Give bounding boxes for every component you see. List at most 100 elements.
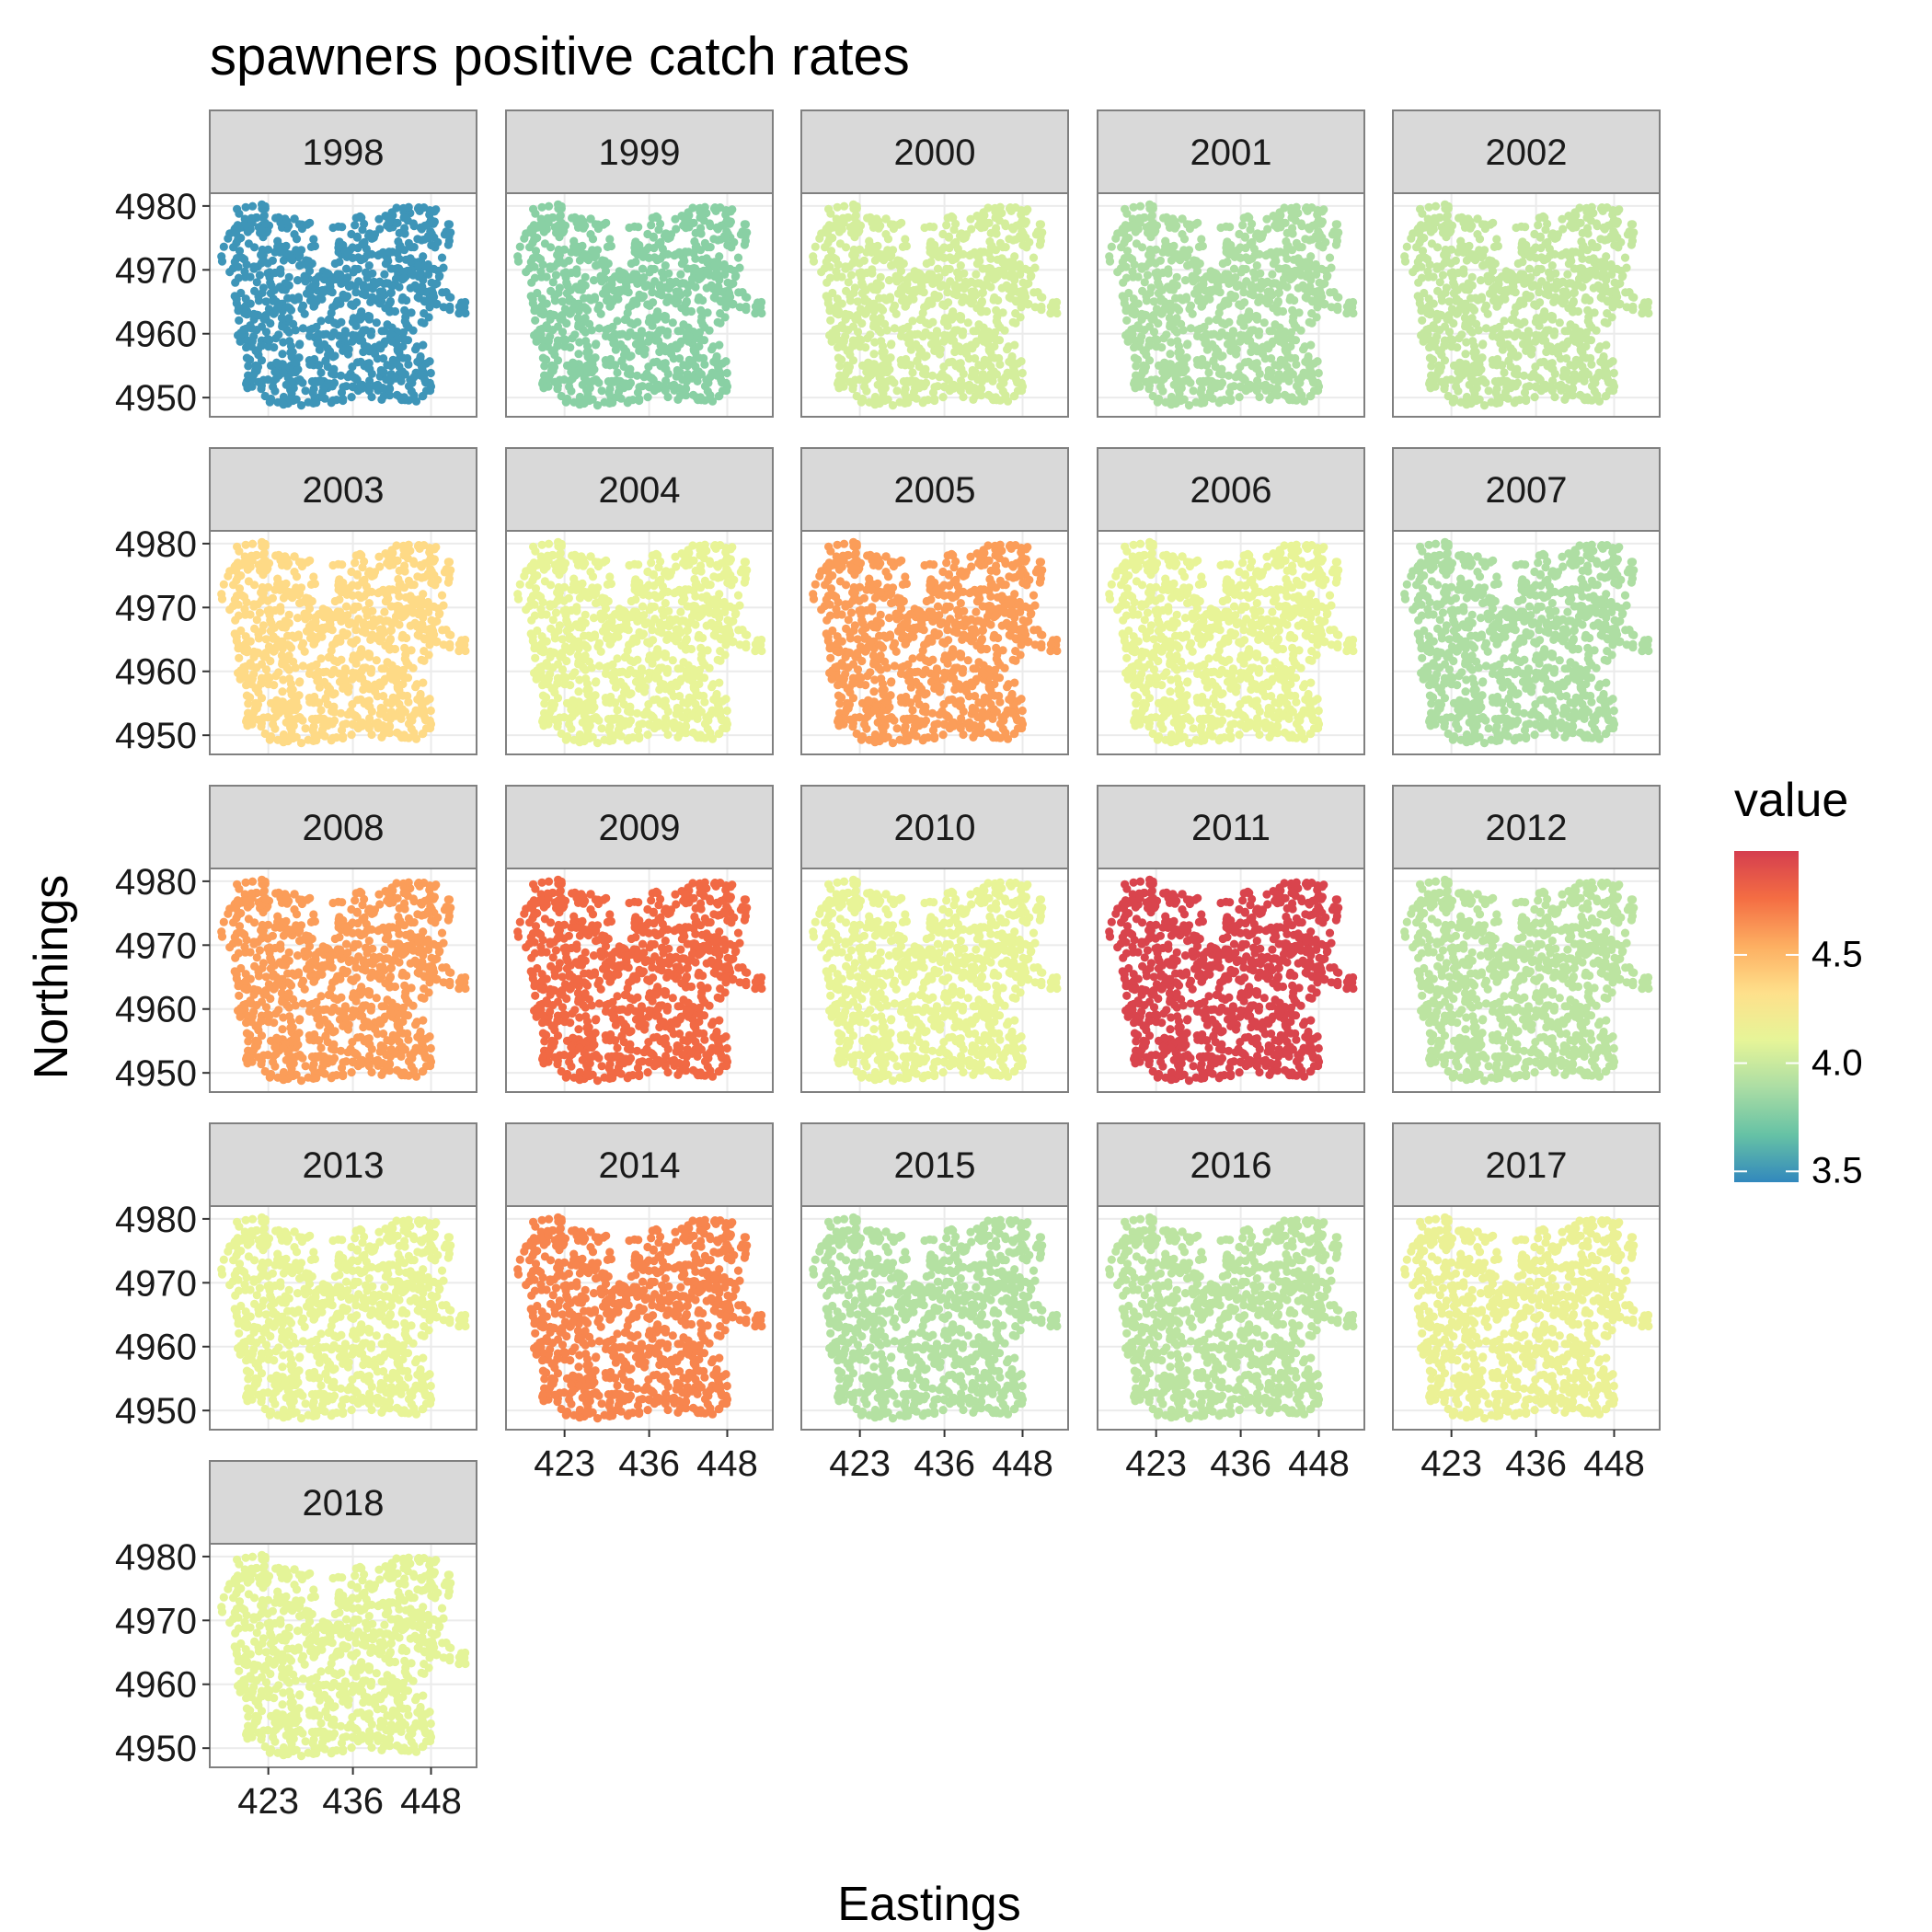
data-point xyxy=(702,375,711,385)
data-point xyxy=(850,213,859,223)
data-point xyxy=(660,363,670,373)
data-point xyxy=(353,264,362,274)
data-point xyxy=(852,391,861,401)
data-point xyxy=(720,298,730,307)
data-point xyxy=(550,296,560,305)
data-point xyxy=(249,264,259,273)
data-point xyxy=(740,220,749,229)
data-point xyxy=(680,214,690,224)
data-point xyxy=(1443,391,1453,401)
data-point xyxy=(295,250,305,259)
data-point xyxy=(1495,398,1504,408)
data-point xyxy=(535,325,545,334)
data-point xyxy=(1449,318,1458,328)
data-point xyxy=(1254,330,1263,339)
data-point xyxy=(1414,278,1423,287)
data-point xyxy=(853,297,862,306)
data-point xyxy=(394,264,404,273)
data-point xyxy=(318,330,328,339)
data-point xyxy=(1329,288,1339,297)
data-point xyxy=(1409,268,1418,277)
data-point xyxy=(1148,201,1157,211)
data-point xyxy=(219,242,228,251)
data-point xyxy=(703,308,712,317)
data-point xyxy=(546,243,556,252)
y-tick-label: 4980 xyxy=(115,187,197,227)
data-point xyxy=(1193,360,1202,369)
data-point xyxy=(1206,330,1216,339)
data-point xyxy=(563,282,572,291)
data-point xyxy=(1590,269,1599,278)
data-point xyxy=(960,269,969,278)
data-point xyxy=(995,238,1005,247)
data-point xyxy=(1052,308,1062,318)
data-point xyxy=(878,348,887,357)
data-point xyxy=(1581,341,1591,351)
data-point xyxy=(343,249,352,259)
data-point xyxy=(1266,247,1275,257)
data-point xyxy=(1582,393,1592,402)
data-point xyxy=(1258,350,1268,359)
data-point xyxy=(571,247,581,257)
data-point xyxy=(1163,247,1172,257)
data-point xyxy=(1229,264,1239,273)
data-point xyxy=(1011,309,1020,318)
data-point xyxy=(662,330,672,339)
data-point xyxy=(247,213,256,223)
data-point xyxy=(1501,330,1512,339)
data-point xyxy=(1144,250,1154,259)
data-point xyxy=(901,235,910,244)
data-point xyxy=(1171,293,1180,303)
data-point xyxy=(1286,328,1296,337)
data-point xyxy=(387,323,397,332)
data-point xyxy=(1111,234,1121,243)
data-point xyxy=(275,247,284,257)
data-point xyxy=(867,247,877,257)
data-point xyxy=(1012,221,1021,230)
data-point xyxy=(619,379,628,388)
data-point xyxy=(1266,287,1275,296)
data-point xyxy=(376,365,385,375)
data-point xyxy=(970,247,979,257)
data-point xyxy=(1033,288,1042,297)
data-point xyxy=(1223,258,1232,267)
data-point xyxy=(891,309,901,318)
data-point xyxy=(292,235,302,244)
data-point xyxy=(1133,272,1143,282)
data-point xyxy=(686,306,696,316)
data-point xyxy=(407,269,416,278)
data-point xyxy=(257,250,266,259)
data-point xyxy=(354,277,363,286)
data-point xyxy=(594,378,604,387)
data-point xyxy=(1602,340,1611,350)
data-point xyxy=(282,241,291,250)
data-point xyxy=(1570,323,1580,332)
data-point xyxy=(1244,256,1253,265)
data-point xyxy=(582,348,592,357)
data-point xyxy=(1239,288,1248,297)
data-point xyxy=(578,380,587,389)
data-point xyxy=(988,376,997,385)
data-point xyxy=(991,273,1000,283)
data-point xyxy=(1282,254,1292,263)
data-point xyxy=(570,299,581,308)
data-point xyxy=(235,653,244,662)
data-point xyxy=(587,358,596,367)
data-point xyxy=(1512,223,1521,233)
data-point xyxy=(613,368,622,377)
data-point xyxy=(1294,386,1304,396)
data-point xyxy=(1560,395,1570,404)
data-point xyxy=(1294,308,1304,317)
data-point xyxy=(1157,343,1167,352)
data-point xyxy=(1509,315,1518,324)
data-point xyxy=(1211,379,1220,388)
data-point xyxy=(420,221,430,230)
data-point xyxy=(272,359,282,368)
data-point xyxy=(1578,362,1587,371)
data-point xyxy=(406,375,415,385)
data-point xyxy=(643,300,652,309)
data-point xyxy=(420,375,430,385)
data-point xyxy=(413,235,422,244)
data-point xyxy=(1462,400,1471,409)
